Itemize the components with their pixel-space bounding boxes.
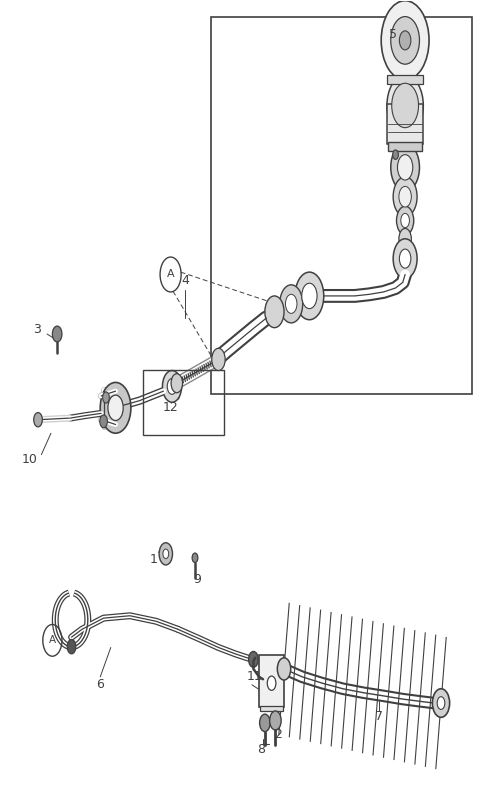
Circle shape xyxy=(432,688,450,717)
Text: 7: 7 xyxy=(375,710,383,723)
Circle shape xyxy=(295,272,324,320)
Bar xyxy=(388,142,422,152)
Text: 11: 11 xyxy=(247,670,262,684)
Circle shape xyxy=(399,186,411,207)
Circle shape xyxy=(100,382,131,433)
Circle shape xyxy=(265,296,284,328)
Circle shape xyxy=(267,676,276,690)
Circle shape xyxy=(393,176,417,216)
Text: 1: 1 xyxy=(150,553,158,566)
Circle shape xyxy=(167,378,177,394)
Text: 8: 8 xyxy=(258,743,265,755)
Circle shape xyxy=(399,249,411,268)
Circle shape xyxy=(52,326,62,342)
Circle shape xyxy=(192,553,198,563)
Circle shape xyxy=(108,395,123,421)
Circle shape xyxy=(162,370,181,402)
Circle shape xyxy=(387,76,423,136)
Bar xyxy=(260,706,283,711)
Circle shape xyxy=(163,549,168,559)
Circle shape xyxy=(393,238,417,278)
Circle shape xyxy=(286,294,297,313)
Circle shape xyxy=(159,543,172,565)
Text: 6: 6 xyxy=(96,678,104,692)
Circle shape xyxy=(100,415,108,428)
Bar xyxy=(211,17,472,394)
Text: 4: 4 xyxy=(181,273,189,286)
Bar xyxy=(259,655,284,707)
Circle shape xyxy=(397,155,413,180)
Circle shape xyxy=(270,711,281,730)
Text: 3: 3 xyxy=(33,323,40,335)
Circle shape xyxy=(260,714,270,731)
Circle shape xyxy=(399,228,411,249)
Circle shape xyxy=(103,392,109,403)
Circle shape xyxy=(212,348,225,370)
Circle shape xyxy=(249,651,258,667)
Circle shape xyxy=(399,31,411,50)
Circle shape xyxy=(396,206,414,235)
Circle shape xyxy=(277,657,291,680)
Circle shape xyxy=(34,413,42,427)
Circle shape xyxy=(391,144,420,191)
Text: 9: 9 xyxy=(193,572,201,586)
Bar xyxy=(387,104,423,144)
Text: 5: 5 xyxy=(389,28,397,41)
Circle shape xyxy=(381,1,429,80)
Circle shape xyxy=(392,83,419,128)
Bar xyxy=(387,75,423,84)
Text: 12: 12 xyxy=(163,401,179,413)
Circle shape xyxy=(391,17,420,64)
Text: 10: 10 xyxy=(22,453,37,466)
Text: 2: 2 xyxy=(275,728,282,741)
Circle shape xyxy=(437,696,445,709)
Text: A: A xyxy=(49,635,56,646)
Circle shape xyxy=(280,285,303,323)
Text: A: A xyxy=(167,270,174,280)
Circle shape xyxy=(302,283,317,308)
Bar xyxy=(144,370,224,435)
Circle shape xyxy=(393,150,398,160)
Circle shape xyxy=(171,374,182,393)
Circle shape xyxy=(67,639,76,653)
Circle shape xyxy=(401,213,409,227)
